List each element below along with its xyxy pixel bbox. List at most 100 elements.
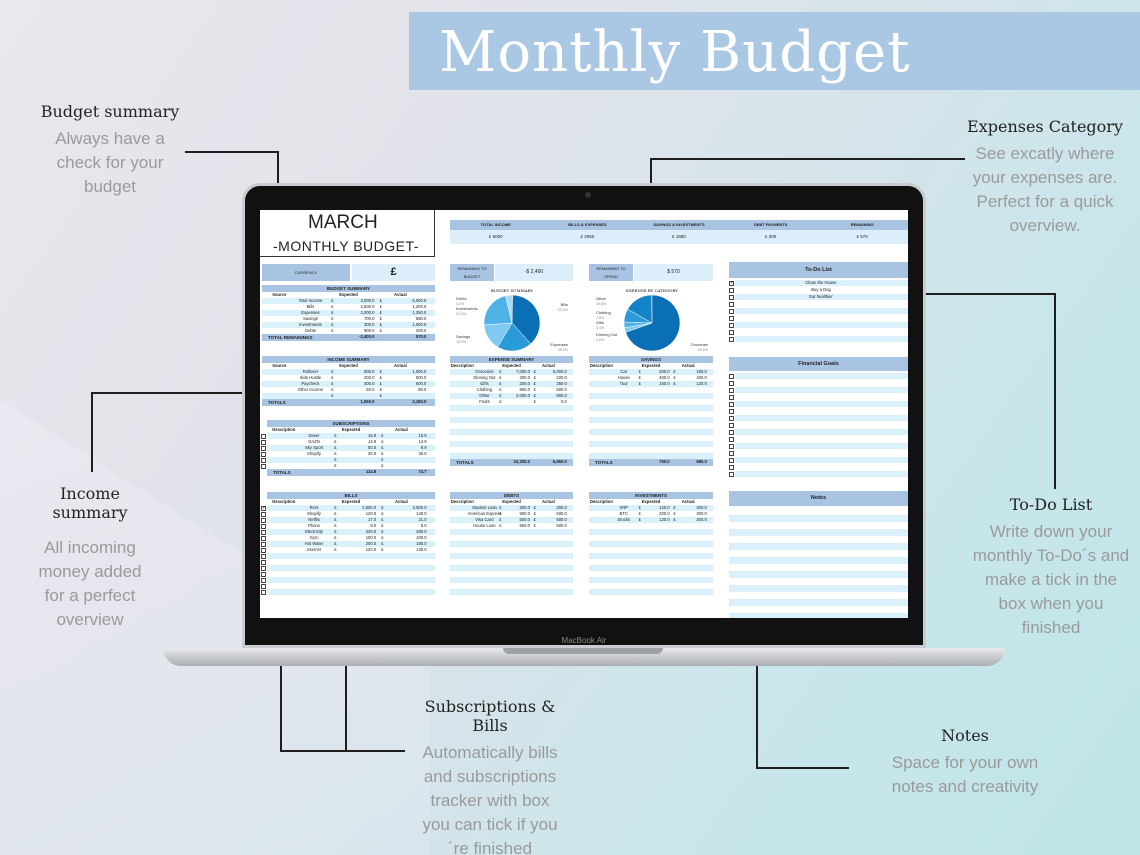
row-checkbox[interactable] bbox=[261, 511, 266, 517]
row-checkbox[interactable] bbox=[261, 463, 266, 469]
notes-row[interactable] bbox=[729, 599, 908, 606]
actual-value: 130.0 bbox=[416, 547, 427, 552]
todo-checkbox[interactable] bbox=[729, 287, 734, 293]
expected-value: 900.0 bbox=[363, 369, 375, 374]
todo-checkbox[interactable] bbox=[729, 322, 734, 328]
row-checkbox[interactable] bbox=[261, 433, 266, 439]
table-row bbox=[267, 535, 435, 541]
todo-checkbox[interactable] bbox=[729, 294, 734, 300]
row-checkbox[interactable] bbox=[261, 541, 266, 547]
notes-row[interactable] bbox=[729, 550, 908, 557]
pie-percent: 22.4% bbox=[456, 312, 467, 316]
desc-line: Write down your bbox=[989, 522, 1113, 541]
notes-row[interactable] bbox=[729, 529, 908, 536]
todo-checkbox[interactable] bbox=[729, 280, 734, 286]
actual-value: 300.0 bbox=[696, 511, 707, 516]
row-checkbox[interactable] bbox=[261, 589, 266, 595]
callout-income-summary: Income summary All incoming money added … bbox=[20, 484, 160, 632]
notes-row[interactable] bbox=[729, 543, 908, 550]
notes-row[interactable] bbox=[729, 522, 908, 529]
todo-title: To-Do List bbox=[729, 262, 908, 278]
row-checkbox[interactable] bbox=[261, 577, 266, 583]
expected-value: 2,000.0 bbox=[360, 310, 375, 315]
notes-row[interactable] bbox=[729, 585, 908, 592]
column-header: Actual bbox=[541, 363, 555, 368]
row-checkbox[interactable] bbox=[261, 523, 266, 529]
goal-checkbox[interactable] bbox=[729, 422, 734, 428]
actual-value: 0.0 bbox=[561, 399, 567, 404]
goal-checkbox[interactable] bbox=[729, 401, 734, 407]
row-checkbox[interactable] bbox=[261, 445, 266, 451]
currency-symbol: £ bbox=[334, 523, 337, 528]
row-description: Paycheck bbox=[301, 381, 320, 386]
goal-checkbox[interactable] bbox=[729, 429, 734, 435]
currency-label: CURRENCY bbox=[262, 264, 350, 281]
row-checkbox[interactable] bbox=[261, 547, 266, 553]
top-summary-label: BILLS & EXPENSES bbox=[541, 220, 634, 230]
todo-checkbox[interactable] bbox=[729, 315, 734, 321]
row-checkbox[interactable] bbox=[261, 553, 266, 559]
row-checkbox[interactable] bbox=[261, 439, 266, 445]
row-checkbox[interactable] bbox=[261, 535, 266, 541]
goal-checkbox[interactable] bbox=[729, 436, 734, 442]
title-banner: Monthly Budget bbox=[409, 12, 1140, 90]
goal-checkbox[interactable] bbox=[729, 387, 734, 393]
row-checkbox[interactable] bbox=[261, 457, 266, 463]
todo-checkbox[interactable] bbox=[729, 336, 734, 342]
row-checkbox[interactable] bbox=[261, 565, 266, 571]
goal-checkbox[interactable] bbox=[729, 457, 734, 463]
table-row bbox=[267, 547, 435, 553]
todo-checkbox[interactable] bbox=[729, 329, 734, 335]
row-checkbox[interactable] bbox=[261, 451, 266, 457]
row-checkbox[interactable] bbox=[261, 583, 266, 589]
notes-row[interactable] bbox=[729, 571, 908, 578]
goal-checkbox[interactable] bbox=[729, 415, 734, 421]
column-header: Expected bbox=[641, 499, 661, 504]
column-header: Expected bbox=[341, 427, 361, 432]
row-description: Savings bbox=[302, 316, 318, 321]
todo-checkbox[interactable] bbox=[729, 308, 734, 314]
goal-checkbox[interactable] bbox=[729, 373, 734, 379]
currency-symbol: £ bbox=[379, 322, 382, 327]
notes-row[interactable] bbox=[729, 606, 908, 613]
table-row bbox=[450, 553, 573, 559]
goal-checkbox[interactable] bbox=[729, 450, 734, 456]
goal-checkbox[interactable] bbox=[729, 380, 734, 386]
goal-checkbox[interactable] bbox=[729, 464, 734, 470]
row-checkbox[interactable] bbox=[261, 571, 266, 577]
currency-symbol: £ bbox=[673, 517, 676, 522]
notes-row[interactable] bbox=[729, 564, 908, 571]
currency-symbol: £ bbox=[331, 304, 334, 309]
expected-value: 220.0 bbox=[365, 529, 377, 534]
expected-value: 30.0 bbox=[368, 451, 377, 456]
desc-line: money added bbox=[38, 562, 142, 581]
goal-checkbox[interactable] bbox=[729, 408, 734, 414]
notes-row[interactable] bbox=[729, 515, 908, 522]
currency-symbol: £ bbox=[379, 328, 382, 333]
currency-symbol: £ bbox=[638, 375, 641, 380]
column-header: Actual bbox=[394, 427, 408, 432]
goal-checkbox[interactable] bbox=[729, 471, 734, 477]
notes-row[interactable] bbox=[729, 536, 908, 543]
table-row bbox=[450, 429, 573, 435]
row-checkbox[interactable] bbox=[261, 529, 266, 535]
goal-checkbox[interactable] bbox=[729, 443, 734, 449]
notes-row[interactable] bbox=[729, 592, 908, 599]
desc-line: See excatly where bbox=[975, 144, 1115, 163]
todo-checkbox[interactable] bbox=[729, 301, 734, 307]
notes-row[interactable] bbox=[729, 578, 908, 585]
row-checkbox[interactable] bbox=[261, 505, 266, 511]
currency-symbol: £ bbox=[331, 322, 334, 327]
notes-row[interactable] bbox=[729, 613, 908, 618]
row-description: Shopify bbox=[307, 511, 322, 516]
expected-value: 100.0 bbox=[365, 535, 377, 540]
goal-checkbox[interactable] bbox=[729, 394, 734, 400]
pie-label: Groceries bbox=[691, 342, 708, 347]
total-actual: 74.7 bbox=[418, 469, 427, 474]
row-checkbox[interactable] bbox=[261, 559, 266, 565]
column-header: Expected bbox=[341, 499, 361, 504]
notes-row[interactable] bbox=[729, 557, 908, 564]
row-checkbox[interactable] bbox=[261, 517, 266, 523]
row-description: Dinning Out bbox=[473, 375, 496, 380]
notes-row[interactable] bbox=[729, 508, 908, 515]
